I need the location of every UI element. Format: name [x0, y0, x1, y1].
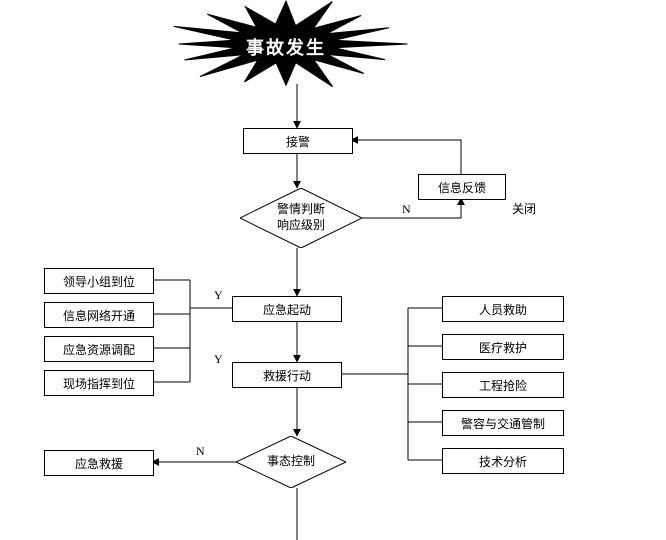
- node-rescue-label: 救援行动: [263, 367, 311, 384]
- node-l3-label: 应急资源调配: [63, 341, 135, 358]
- node-l2: 信息网络开通: [44, 302, 154, 328]
- label-y2: Y: [214, 352, 223, 367]
- node-r4: 警容与交通管制: [442, 410, 564, 436]
- node-start-label: 应急起动: [263, 301, 311, 318]
- node-receive: 接警: [243, 128, 353, 154]
- node-start: 应急起动: [232, 296, 342, 322]
- node-control-label: 事态控制: [267, 454, 315, 470]
- node-r3: 工程抢险: [442, 372, 564, 398]
- node-r4-label: 警容与交通管制: [461, 415, 545, 432]
- node-l4-label: 现场指挥到位: [63, 375, 135, 392]
- node-feedback: 信息反馈: [418, 174, 506, 200]
- node-r3-label: 工程抢险: [479, 377, 527, 394]
- node-l2-label: 信息网络开通: [63, 307, 135, 324]
- label-close: 关闭: [512, 200, 536, 217]
- node-r5: 技术分析: [442, 448, 564, 474]
- label-n1: N: [402, 202, 411, 217]
- node-l4: 现场指挥到位: [44, 370, 154, 396]
- label-y1: Y: [214, 288, 223, 303]
- node-rescue: 救援行动: [232, 362, 342, 388]
- node-l3: 应急资源调配: [44, 336, 154, 362]
- node-r2: 医疗救护: [442, 334, 564, 360]
- node-l1: 领导小组到位: [44, 268, 154, 294]
- node-judge: 警情判断 响应级别: [240, 188, 362, 248]
- node-r5-label: 技术分析: [479, 453, 527, 470]
- node-r1: 人员救助: [442, 296, 564, 322]
- node-l5: 应急救援: [44, 450, 154, 476]
- label-n2: N: [196, 444, 205, 459]
- node-l5-label: 应急救援: [75, 455, 123, 472]
- node-receive-label: 接警: [286, 133, 310, 150]
- node-r1-label: 人员救助: [479, 301, 527, 318]
- node-r2-label: 医疗救护: [479, 339, 527, 356]
- node-l1-label: 领导小组到位: [63, 273, 135, 290]
- node-judge-label: 警情判断 响应级别: [277, 202, 325, 233]
- node-control: 事态控制: [236, 436, 346, 488]
- node-feedback-label: 信息反馈: [438, 179, 486, 196]
- accident-burst-label: 事故发生: [236, 34, 336, 60]
